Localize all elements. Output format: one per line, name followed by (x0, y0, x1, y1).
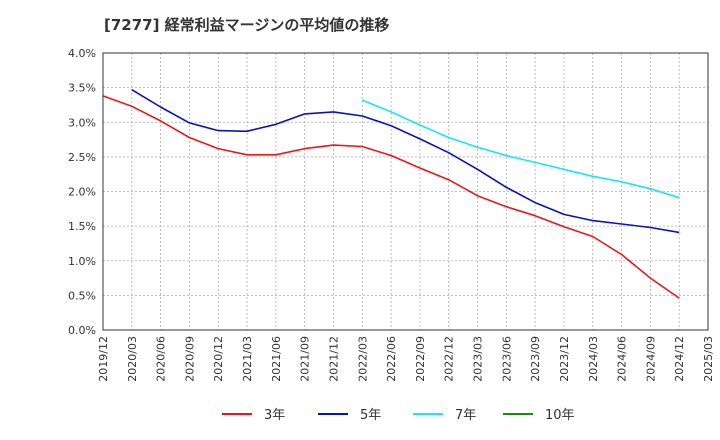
x-tick-labels: 2019/12 2020/03 2020/06 2020/09 2020/12 2021/… (97, 336, 715, 382)
x-tick-label: 2019/12 (97, 336, 110, 382)
x-tick-label: 2021/03 (241, 336, 254, 382)
series-lines (102, 89, 680, 299)
axes (102, 52, 709, 331)
x-tick-label: 2024/06 (616, 336, 629, 382)
gridlines (103, 53, 708, 330)
x-tick-label: 2022/12 (443, 336, 456, 382)
legend-label: 5年 (360, 408, 381, 423)
x-tick-label: 2020/09 (183, 336, 196, 382)
series-line (102, 95, 680, 299)
y-tick-label: 4.0% (68, 47, 96, 60)
x-tick-label: 2023/09 (529, 336, 542, 382)
y-tick-label: 3.5% (68, 82, 96, 95)
x-tick-label: 2020/12 (212, 336, 225, 382)
y-tick-label: 0.5% (68, 289, 96, 302)
x-tick-label: 2021/06 (270, 336, 283, 382)
series-line (131, 89, 680, 234)
legend-label: 3年 (264, 408, 285, 423)
x-tick-label: 2023/12 (558, 336, 571, 382)
x-tick-label: 2020/06 (155, 336, 168, 382)
x-tick-label: 2021/09 (299, 336, 312, 382)
legend: 3年 5年 7年 10年 (222, 408, 575, 423)
legend-label: 10年 (545, 408, 575, 423)
x-tick-label: 2025/03 (702, 336, 715, 382)
x-tick-label: 2023/06 (500, 336, 513, 382)
x-tick-label: 2024/03 (587, 336, 600, 382)
x-tick-label: 2020/03 (126, 336, 139, 382)
x-tick-label: 2022/03 (356, 336, 369, 382)
x-tick-label: 2021/12 (327, 336, 340, 382)
plot-frame (102, 52, 709, 331)
x-tick-label: 2022/06 (385, 336, 398, 382)
y-tick-label: 0.0% (68, 324, 96, 337)
y-tick-label: 3.0% (68, 116, 96, 129)
y-tick-label: 2.5% (68, 151, 96, 164)
legend-label: 7年 (455, 408, 476, 423)
y-tick-label: 1.0% (68, 255, 96, 268)
y-tick-label: 2.0% (68, 186, 96, 199)
y-tick-labels: 0.0% 0.5% 1.0% 1.5% 2.0% 2.5% 3.0% 3.5% 4.0% (68, 47, 96, 337)
x-tick-label: 2024/09 (644, 336, 657, 382)
x-tick-label: 2024/12 (673, 336, 686, 382)
series-line (361, 99, 680, 199)
x-tick-label: 2023/03 (472, 336, 485, 382)
x-tick-label: 2022/09 (414, 336, 427, 382)
y-tick-label: 1.5% (68, 220, 96, 233)
chart-title: [7277] 経常利益マージンの平均値の推移 (104, 16, 390, 34)
